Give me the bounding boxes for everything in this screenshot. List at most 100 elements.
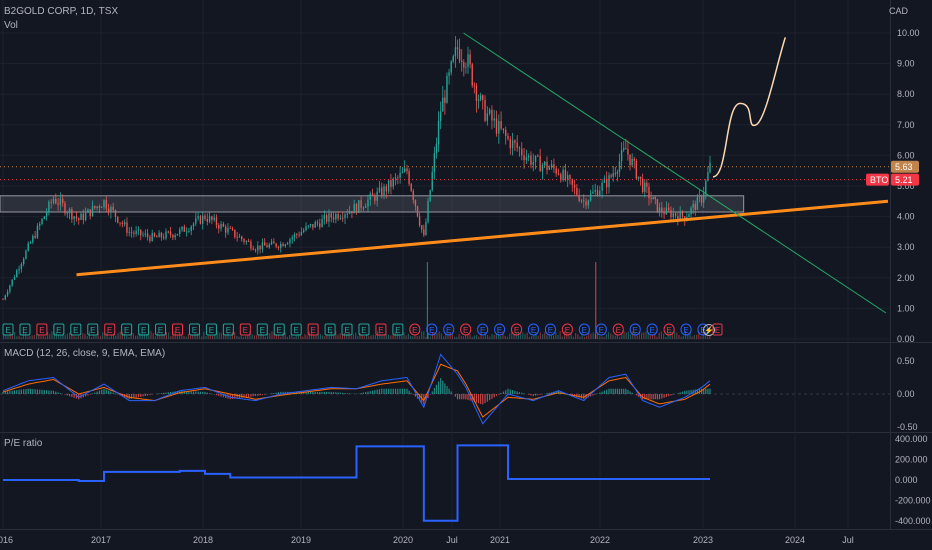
candle-body <box>486 113 489 121</box>
volume-bar <box>302 336 304 339</box>
earnings-marker <box>460 323 472 336</box>
volume-bar <box>476 334 478 339</box>
price-series <box>2 35 711 301</box>
volume-bar <box>99 336 101 339</box>
earnings-marker-label: E <box>277 326 282 335</box>
candle-body <box>606 178 608 188</box>
volume-bar <box>399 334 401 339</box>
volume-bar <box>412 336 414 339</box>
macd-histogram-bar <box>87 394 89 396</box>
volume-bar <box>176 335 178 339</box>
volume-bar <box>577 334 579 339</box>
volume-bars <box>3 262 711 339</box>
earnings-marker <box>680 323 692 336</box>
candle-body <box>612 173 614 177</box>
candle-body <box>128 231 130 233</box>
candle-body <box>596 189 599 196</box>
volume-bar <box>680 336 682 339</box>
candle-body <box>465 66 467 68</box>
price-axis[interactable]: 10.00 9.00 8.00 7.00 6.00 5.00 4.00 3.00 2.00 1.0… <box>895 28 931 526</box>
candle-body <box>705 180 707 194</box>
earnings-marker-label: E <box>90 326 95 335</box>
macd-histogram-bar <box>670 394 672 396</box>
volume-bar <box>315 335 317 339</box>
earnings-marker-label: E <box>700 326 705 335</box>
candle-body <box>43 216 46 219</box>
macd-histogram-bar <box>332 392 335 394</box>
candle-body <box>406 168 408 172</box>
candle-body <box>700 196 703 203</box>
volume-bar <box>275 334 277 339</box>
macd-histogram-bar <box>245 394 247 398</box>
volume-bar <box>236 335 238 339</box>
candle-body <box>641 178 644 193</box>
macd-histogram-bar <box>85 394 87 397</box>
candle-body <box>564 169 567 180</box>
earnings-marker-label: E <box>412 326 417 335</box>
volume-bar <box>608 331 610 339</box>
y-tick-label: 8.00 <box>897 89 915 99</box>
volume-bar <box>649 335 651 339</box>
candle-body <box>353 204 355 214</box>
macd-histogram-bar <box>610 388 612 394</box>
volume-bar <box>150 331 152 339</box>
pe-ratio-line <box>3 444 710 522</box>
candle-body <box>491 109 493 121</box>
macd-histogram-bar <box>681 391 684 394</box>
candle-body <box>192 223 195 227</box>
candle-body <box>2 299 4 301</box>
volume-bar <box>16 336 18 339</box>
macd-histogram-bar <box>328 391 330 394</box>
macd-histogram-bar <box>259 394 261 396</box>
candle-body <box>328 213 330 222</box>
volume-bar <box>638 331 640 339</box>
macd-histogram-bar <box>486 394 488 402</box>
dividend-marker-icon <box>703 324 715 336</box>
drawn-trendlines[interactable] <box>0 32 890 314</box>
volume-bar <box>691 336 693 339</box>
volume-bar <box>561 336 563 339</box>
volume-bar <box>192 334 194 339</box>
candle-body <box>339 217 342 219</box>
macd-histogram-bar <box>603 390 606 394</box>
macd-histogram-bar <box>644 394 646 400</box>
volume-bar <box>93 334 95 339</box>
volume-bar <box>5 335 7 339</box>
volume-bar <box>522 332 524 339</box>
macd-histogram-bar <box>648 394 650 400</box>
volume-bar <box>693 335 695 339</box>
volume-bar <box>322 335 324 339</box>
macd-histogram-bar <box>275 392 277 394</box>
candle-body <box>144 233 147 235</box>
candle-body <box>553 164 555 169</box>
candle-body <box>64 203 66 214</box>
volume-bar <box>588 332 590 339</box>
volume-bar <box>665 336 667 339</box>
volume-bar <box>198 334 200 339</box>
volume-bar <box>388 334 390 339</box>
macd-tick-label: 0.50 <box>897 356 915 366</box>
symbol-title: B2GOLD CORP, 1D, TSX <box>4 6 119 17</box>
volume-bar <box>619 336 621 339</box>
candle-body <box>151 233 153 241</box>
macd-histogram-bar <box>2 391 4 394</box>
candle-body <box>401 171 404 173</box>
macd-histogram-bar <box>257 394 259 396</box>
candle-body <box>461 60 463 63</box>
macd-histogram-bar <box>133 394 135 399</box>
candle-body <box>346 213 349 215</box>
macd-histogram-bar <box>601 391 603 394</box>
volume-bar <box>306 335 308 339</box>
macd-histogram-bar <box>394 388 397 394</box>
candle-body <box>101 207 103 209</box>
macd-histogram-bar <box>326 391 328 394</box>
volume-bar <box>537 336 539 339</box>
volume-bar <box>341 334 343 339</box>
volume-bar <box>544 332 546 339</box>
macd-histogram-bar <box>321 391 323 394</box>
macd-histogram-bar <box>199 391 202 394</box>
volume-bar <box>482 336 484 339</box>
earnings-marker-label: E <box>582 326 587 335</box>
